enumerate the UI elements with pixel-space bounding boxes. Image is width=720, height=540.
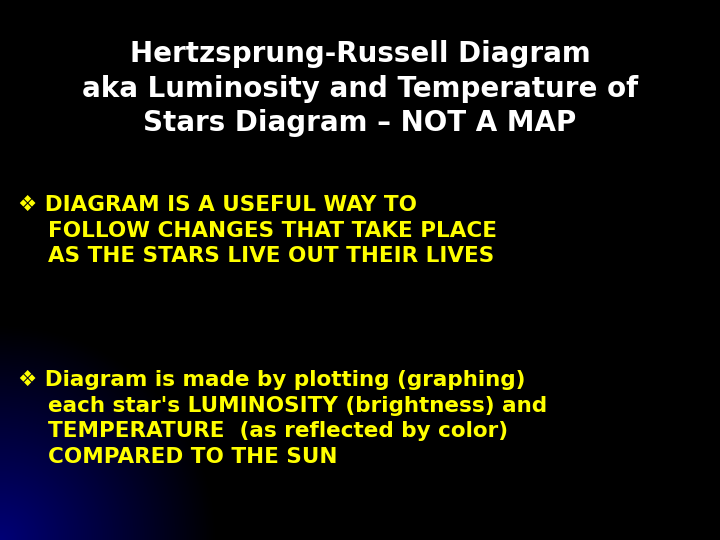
Text: Hertzsprung-Russell Diagram
aka Luminosity and Temperature of
Stars Diagram – NO: Hertzsprung-Russell Diagram aka Luminosi… <box>82 40 638 137</box>
Text: ❖ DIAGRAM IS A USEFUL WAY TO
    FOLLOW CHANGES THAT TAKE PLACE
    AS THE STARS: ❖ DIAGRAM IS A USEFUL WAY TO FOLLOW CHAN… <box>18 195 497 266</box>
Text: ❖ Diagram is made by plotting (graphing)
    each star's LUMINOSITY (brightness): ❖ Diagram is made by plotting (graphing)… <box>18 370 547 467</box>
